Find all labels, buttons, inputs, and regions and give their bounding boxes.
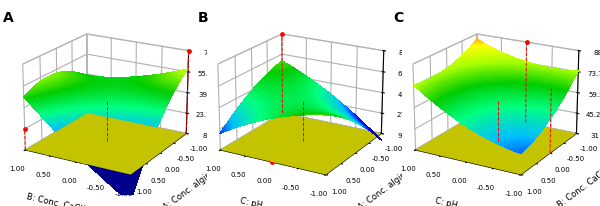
Y-axis label: B: Conc. CaCl2: B: Conc. CaCl2 bbox=[556, 165, 600, 206]
X-axis label: C: pH: C: pH bbox=[239, 195, 263, 206]
Y-axis label: A: Conc. alginate: A: Conc. alginate bbox=[161, 162, 224, 206]
Text: C: C bbox=[393, 11, 403, 25]
Text: A: A bbox=[3, 11, 13, 25]
X-axis label: C: pH: C: pH bbox=[434, 195, 459, 206]
Y-axis label: A: Conc. alginate: A: Conc. alginate bbox=[356, 162, 419, 206]
X-axis label: B: Conc. CaCl2: B: Conc. CaCl2 bbox=[25, 191, 88, 206]
Text: B: B bbox=[198, 11, 208, 25]
